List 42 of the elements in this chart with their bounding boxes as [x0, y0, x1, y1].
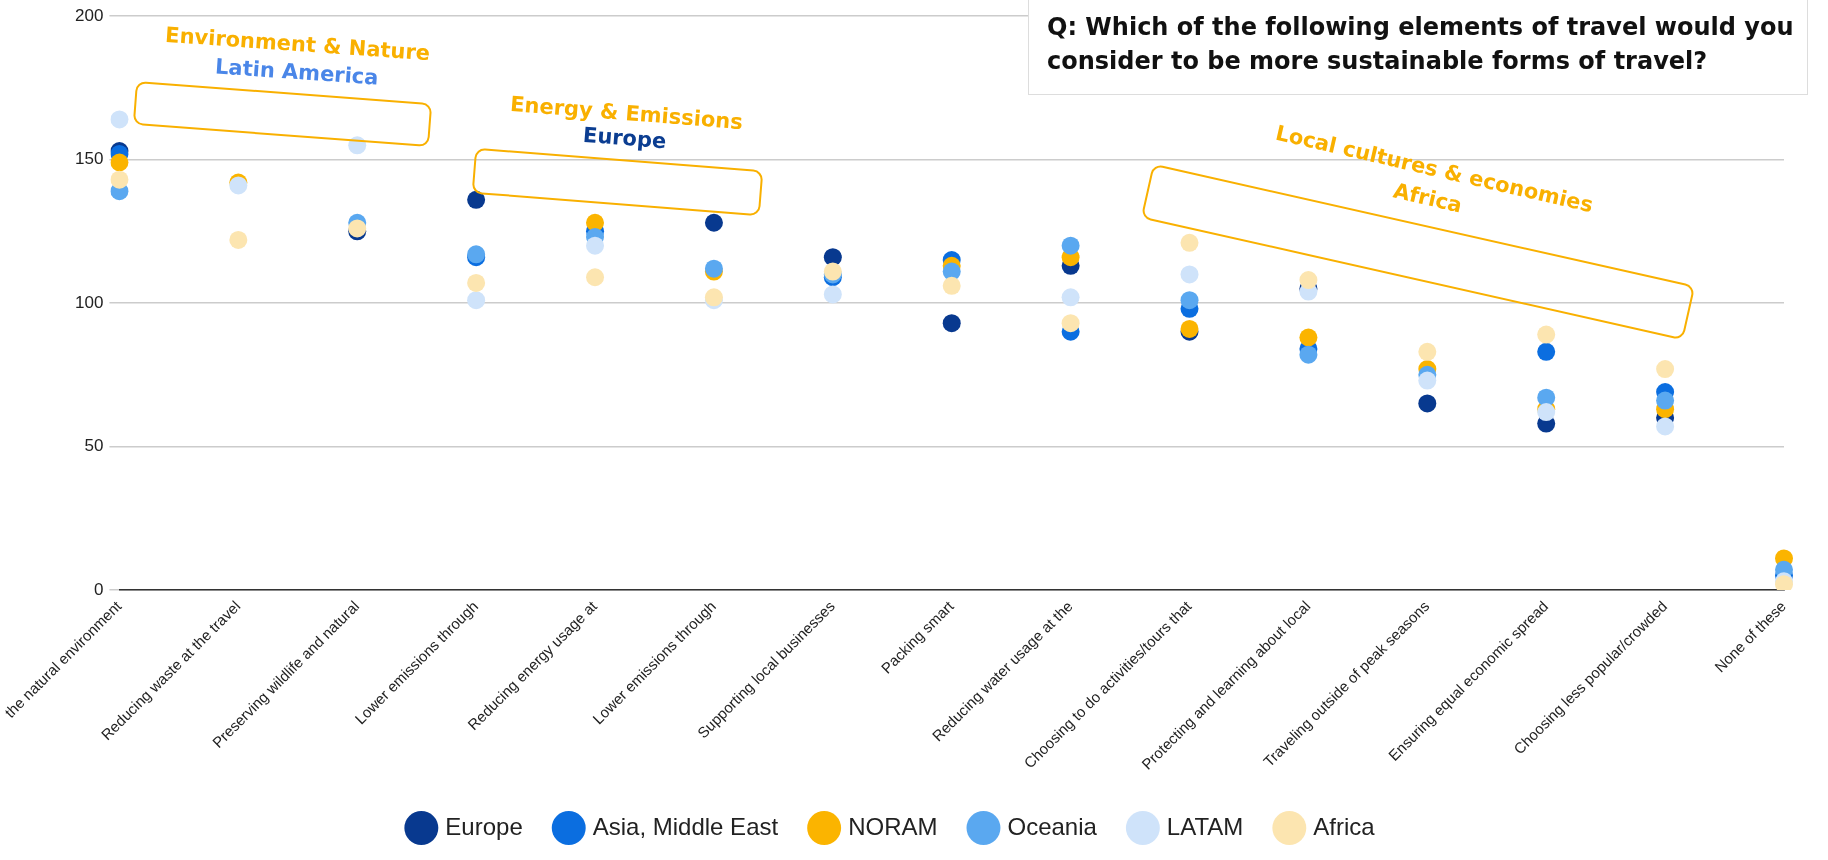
- point: [1061, 314, 1080, 333]
- point: [704, 213, 723, 232]
- point: [1299, 328, 1318, 347]
- y-tick-label: 100: [75, 292, 104, 312]
- point: [823, 285, 842, 304]
- point: [1180, 265, 1199, 284]
- point: [1418, 394, 1437, 413]
- point: [1656, 360, 1675, 379]
- y-tick-label: 150: [75, 149, 104, 169]
- point: [110, 170, 129, 189]
- legend-label: Africa: [1313, 812, 1376, 840]
- legend-label: NORAM: [848, 812, 938, 840]
- y-tick-label: 0: [93, 579, 104, 599]
- point: [1656, 391, 1675, 410]
- point: [467, 273, 486, 292]
- point: [1656, 417, 1675, 436]
- point: [1299, 345, 1318, 364]
- point: [1180, 291, 1199, 310]
- point: [467, 190, 486, 209]
- point: [586, 268, 605, 287]
- point: [1180, 233, 1199, 252]
- point: [942, 314, 961, 333]
- point: [229, 230, 248, 249]
- point: [467, 291, 486, 310]
- legend-label: Asia, Middle East: [592, 812, 779, 840]
- point: [110, 110, 129, 129]
- point: [1061, 236, 1080, 255]
- point: [1418, 371, 1437, 390]
- y-tick-label: 200: [75, 5, 104, 25]
- point: [942, 276, 961, 295]
- point: [823, 248, 842, 267]
- text: Q: Which of the following elements of travel would you consider to be more sustainable forms of travel?: [1028, 0, 1808, 95]
- point: [1537, 342, 1556, 361]
- legend-label: Oceania: [1007, 812, 1098, 840]
- y-tick-label: 50: [84, 436, 104, 456]
- point: [1061, 288, 1080, 307]
- point: [586, 236, 605, 255]
- legend-label: LATAM: [1166, 812, 1244, 840]
- legend-label: Europe: [445, 812, 523, 840]
- point: [1537, 325, 1556, 344]
- point: [1299, 271, 1318, 290]
- point: [1418, 342, 1437, 361]
